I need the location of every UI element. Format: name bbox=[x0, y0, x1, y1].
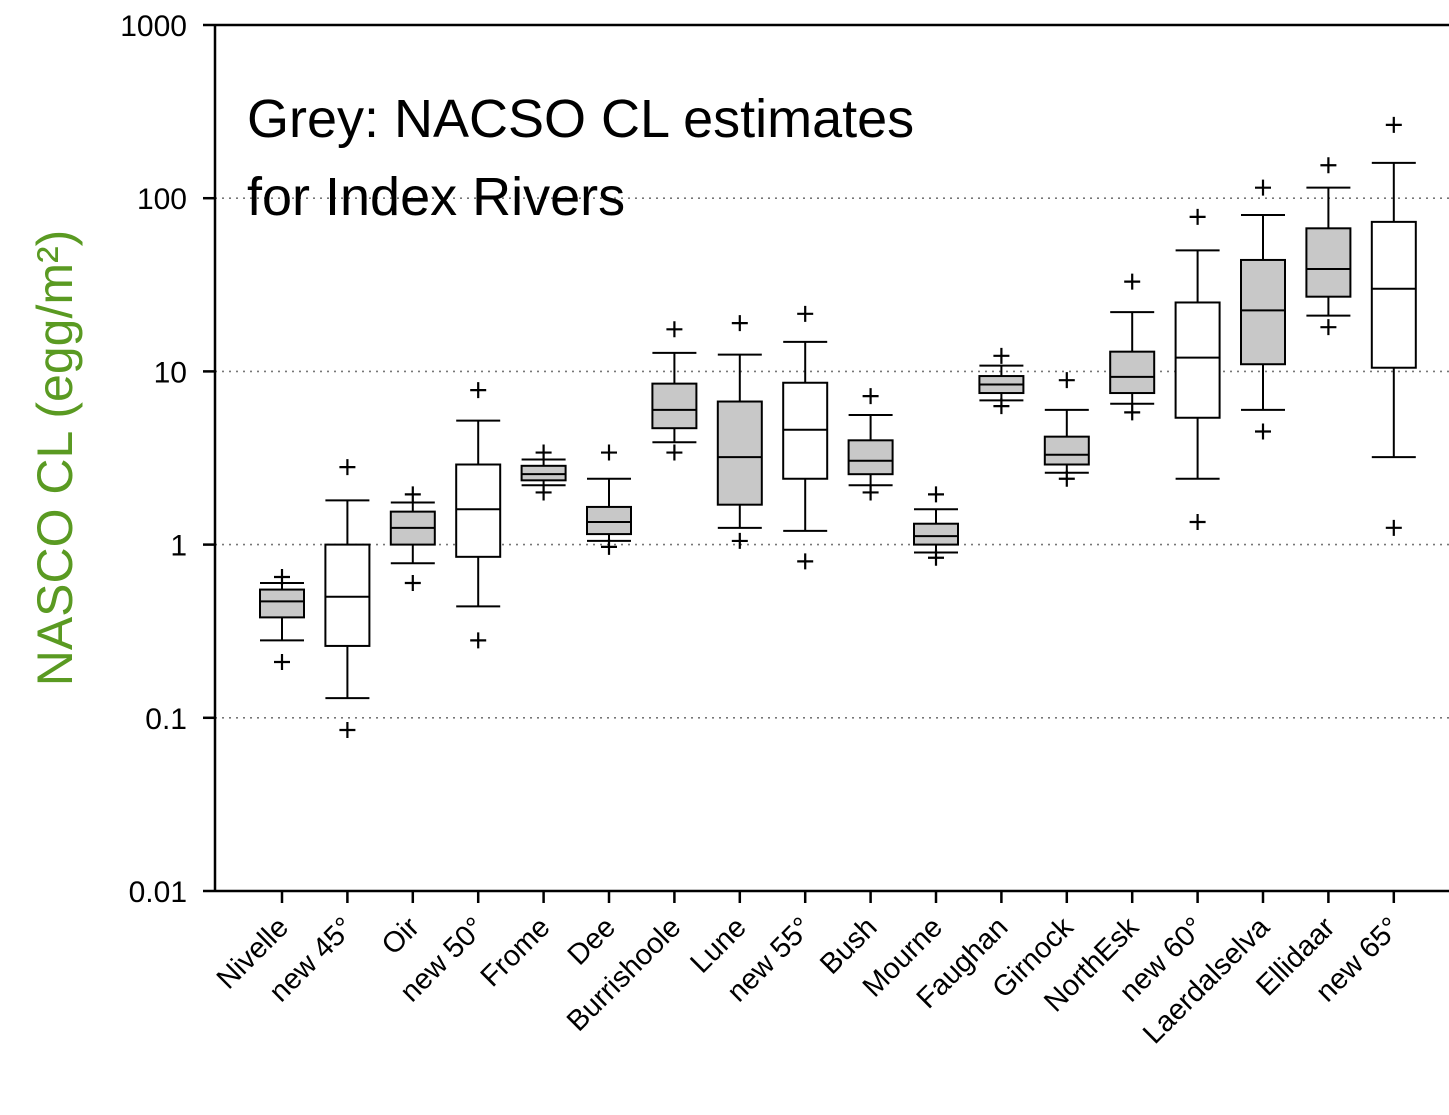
box-iqr bbox=[586, 505, 632, 536]
outlier-marker bbox=[731, 532, 748, 549]
outlier-marker bbox=[535, 444, 552, 461]
outlier-marker bbox=[339, 722, 356, 739]
outlier-marker bbox=[601, 538, 617, 555]
outlier-marker bbox=[1320, 157, 1337, 174]
outlier-marker bbox=[666, 321, 683, 338]
y-tick-label: 0.1 bbox=[145, 703, 187, 736]
box-plot bbox=[978, 347, 1025, 415]
outlier-marker bbox=[862, 388, 879, 405]
outlier-marker bbox=[731, 315, 748, 332]
outlier-marker bbox=[928, 486, 944, 503]
boxes bbox=[259, 116, 1417, 739]
box-plot bbox=[1305, 157, 1352, 336]
box-iqr bbox=[1174, 301, 1221, 419]
box-iqr bbox=[716, 400, 763, 506]
outlier-marker bbox=[1124, 273, 1141, 290]
outlier-marker bbox=[1255, 179, 1271, 196]
annotation-line-2: for Index Rivers bbox=[247, 167, 625, 227]
outlier-marker bbox=[274, 569, 290, 586]
outlier-marker bbox=[1058, 372, 1075, 389]
box-iqr bbox=[324, 543, 371, 647]
axes bbox=[213, 23, 1449, 893]
outlier-marker bbox=[274, 653, 290, 670]
annotation-line-1: Grey: NACSO CL estimates bbox=[247, 89, 914, 149]
box-iqr bbox=[1305, 227, 1352, 298]
x-tick-label: Frome bbox=[475, 911, 557, 993]
outlier-marker bbox=[601, 444, 617, 461]
box-plot bbox=[259, 569, 305, 670]
outlier-marker bbox=[666, 444, 683, 461]
box-plot bbox=[716, 315, 763, 549]
y-tick-label: 0.01 bbox=[129, 876, 187, 909]
outlier-marker bbox=[535, 484, 552, 501]
box-plot bbox=[1174, 208, 1221, 531]
outlier-marker bbox=[470, 632, 487, 649]
box-plot bbox=[1370, 116, 1417, 536]
box-plot bbox=[389, 486, 436, 592]
box-iqr bbox=[259, 588, 305, 619]
outlier-marker bbox=[339, 459, 356, 476]
box-iqr bbox=[455, 463, 502, 558]
box-iqr bbox=[651, 382, 698, 430]
gridlines bbox=[215, 197, 1449, 719]
outlier-marker bbox=[993, 398, 1010, 415]
box-iqr bbox=[1240, 258, 1286, 366]
y-tick-label: 1 bbox=[170, 530, 187, 563]
box-plot bbox=[586, 444, 632, 555]
outlier-marker bbox=[797, 305, 814, 322]
box-plot bbox=[1109, 273, 1156, 421]
outlier-marker bbox=[404, 486, 421, 503]
outlier-marker bbox=[1189, 208, 1206, 225]
box-iqr bbox=[520, 464, 567, 482]
outlier-marker bbox=[1124, 404, 1141, 421]
box-iqr bbox=[913, 522, 959, 546]
outlier-marker bbox=[862, 484, 879, 501]
outlier-marker bbox=[1385, 519, 1402, 536]
box-iqr bbox=[1370, 220, 1417, 369]
box-iqr bbox=[1043, 435, 1090, 466]
outlier-marker bbox=[928, 549, 944, 566]
box-iqr bbox=[1109, 350, 1156, 395]
x-tick-label: Oir bbox=[376, 911, 426, 961]
outlier-marker bbox=[1320, 319, 1337, 336]
y-tick-label: 10 bbox=[154, 356, 187, 389]
outlier-marker bbox=[404, 575, 421, 592]
outlier-marker bbox=[1255, 423, 1271, 440]
y-ticks: 1000 100 10 1 0.1 0.01 bbox=[120, 10, 215, 909]
box-plot bbox=[455, 382, 502, 649]
box-plot bbox=[847, 388, 894, 501]
box-plot bbox=[651, 321, 698, 461]
outlier-marker bbox=[797, 553, 814, 570]
box-plot bbox=[520, 444, 567, 501]
box-plot bbox=[1240, 179, 1286, 440]
outlier-marker bbox=[1058, 470, 1075, 487]
box-plot bbox=[913, 486, 959, 566]
box-plot bbox=[1043, 372, 1090, 487]
outlier-marker bbox=[1189, 514, 1206, 531]
y-tick-label: 1000 bbox=[120, 10, 187, 43]
box-plot bbox=[324, 459, 371, 739]
y-axis-label: NASCO CL (egg/m²) bbox=[27, 230, 83, 687]
box-iqr bbox=[847, 439, 894, 476]
box-plot bbox=[782, 305, 829, 570]
outlier-marker bbox=[470, 382, 487, 399]
outlier-marker bbox=[1385, 116, 1402, 133]
y-tick-label: 100 bbox=[137, 183, 187, 216]
outlier-marker bbox=[993, 347, 1010, 364]
